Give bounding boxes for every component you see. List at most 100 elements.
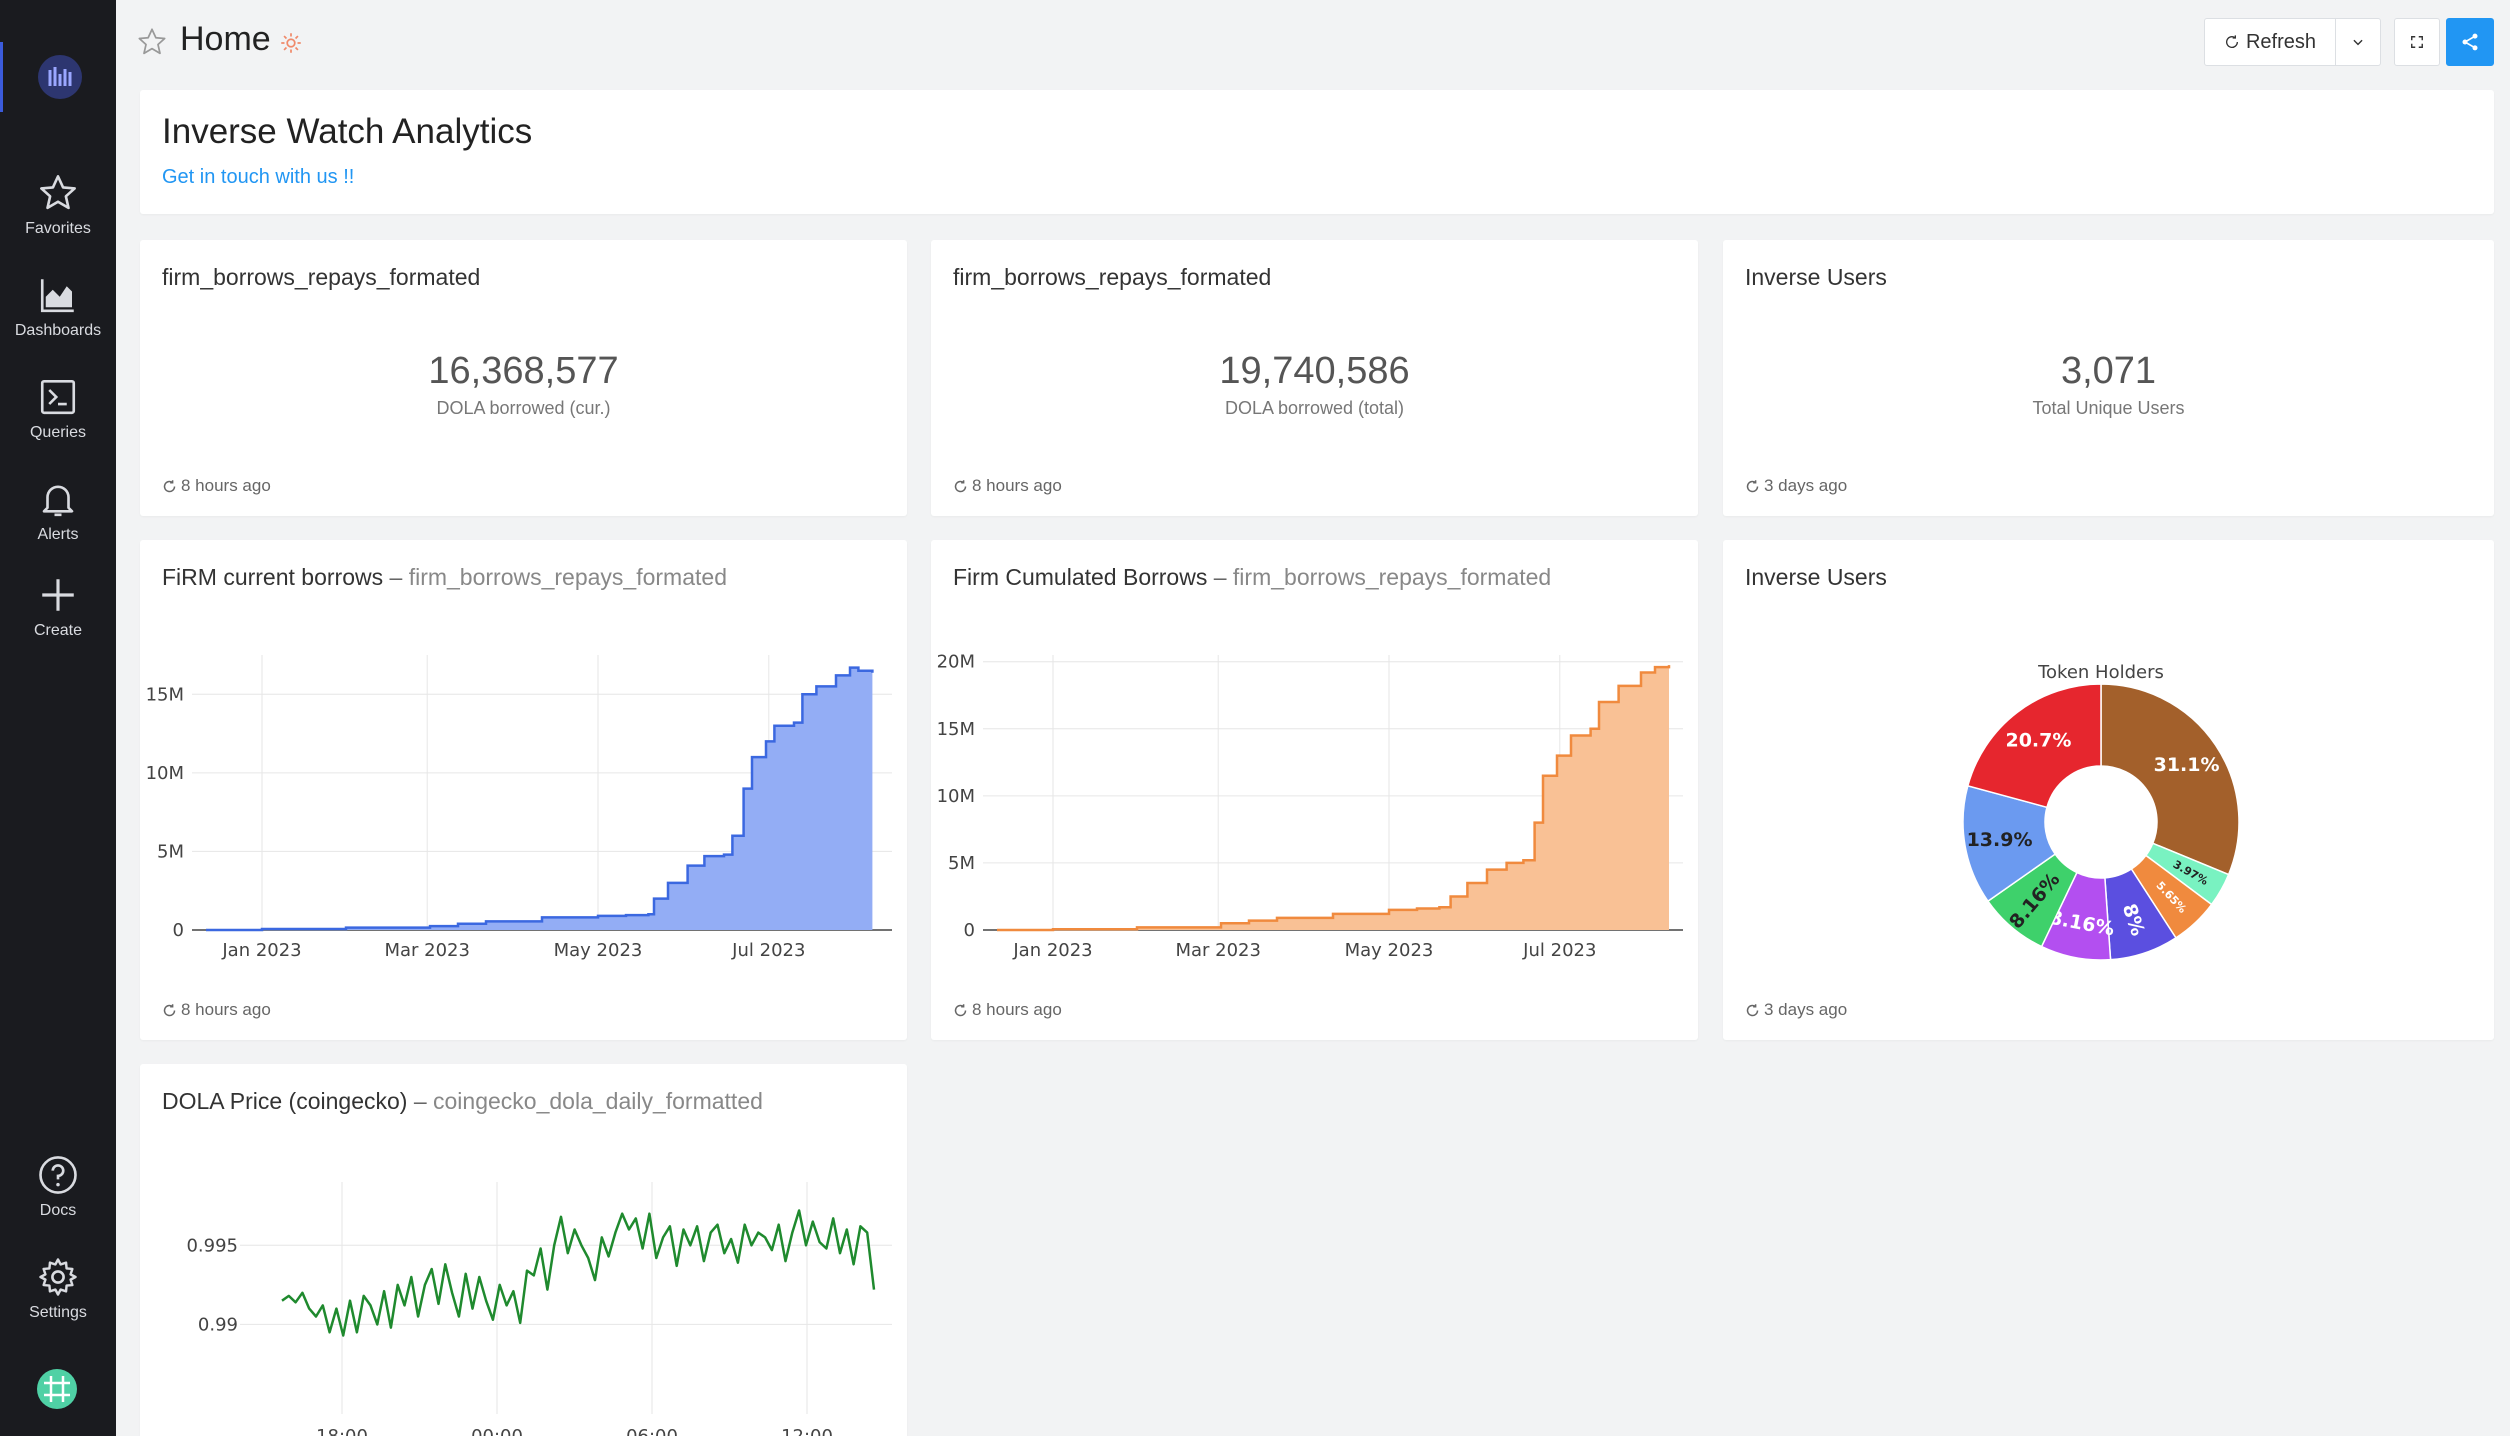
y-tick-label: 15M bbox=[146, 684, 184, 705]
bell-icon bbox=[42, 485, 74, 517]
pie-chart-token-holders[interactable]: Token Holders31.1%3.97%5.65%8%8.16%8.16%… bbox=[1723, 540, 2494, 990]
sidebar-item-favorites[interactable]: Favorites bbox=[0, 172, 116, 262]
updated-time: 3 days ago bbox=[1764, 1000, 1848, 1019]
x-tick-label: Jan 2023 bbox=[1012, 940, 1092, 961]
area-chart-cumulated-borrows[interactable]: Jan 2023 Mar 2023 May 2023 Jul 2023 0 5M 10M 15… bbox=[931, 540, 1698, 990]
x-tick-label: Jan 2023 bbox=[221, 940, 301, 961]
query-name[interactable]: coingecko_dola_daily_formatted bbox=[433, 1088, 763, 1114]
chart-widget-dola-price: DOLA Price (coingecko) – coingecko_dola_… bbox=[140, 1064, 907, 1436]
area-fill bbox=[997, 665, 1669, 930]
chart-widget-current-borrows: FiRM current borrows – firm_borrows_repa… bbox=[140, 540, 907, 1040]
x-tick-label: Mar 2023 bbox=[1175, 940, 1261, 961]
x-tick-label: Jul 2023 bbox=[731, 940, 805, 961]
y-tick-label: 10M bbox=[146, 763, 184, 784]
area-line bbox=[206, 666, 874, 932]
fullscreen-icon bbox=[2411, 36, 2423, 48]
pie-label: 31.1% bbox=[2154, 754, 2220, 776]
area-fill bbox=[206, 667, 873, 930]
widget-footer[interactable]: 8 hours ago bbox=[162, 1000, 271, 1020]
sidebar-item-queries[interactable]: Queries bbox=[0, 376, 116, 466]
updated-time: 8 hours ago bbox=[181, 1000, 271, 1019]
pie-label: 13.9% bbox=[1967, 829, 2033, 851]
updated-time: 8 hours ago bbox=[181, 476, 271, 495]
fullscreen-button[interactable] bbox=[2394, 18, 2440, 66]
sidebar-item-label: Queries bbox=[29, 424, 87, 441]
star-icon bbox=[40, 175, 76, 210]
widget-footer[interactable]: 3 days ago bbox=[1745, 1000, 1847, 1020]
sidebar-item-docs[interactable]: Docs bbox=[0, 1154, 116, 1244]
pie-slice bbox=[1962, 784, 2057, 903]
counter-value: 19,740,586 bbox=[1219, 350, 1410, 392]
refresh-button[interactable]: Refresh bbox=[2204, 18, 2336, 66]
y-tick-label: 10M bbox=[937, 786, 975, 807]
counter-label: DOLA borrowed (total) bbox=[1224, 398, 1405, 418]
intro-title: Inverse Watch Analytics bbox=[162, 112, 533, 151]
widget-title: Inverse Users bbox=[1745, 564, 1887, 590]
contact-link[interactable]: Get in touch with us !! bbox=[162, 166, 355, 188]
terminal-icon bbox=[40, 379, 76, 415]
chart-widget-cumulated-borrows: Firm Cumulated Borrows – firm_borrows_re… bbox=[931, 540, 1698, 1040]
intro-text-widget: Inverse Watch Analytics Get in touch wit… bbox=[140, 90, 2494, 214]
y-tick-label: 0 bbox=[964, 920, 975, 941]
widget-title: Firm Cumulated Borrows – firm_borrows_re… bbox=[953, 564, 1551, 591]
x-tick-label: 18:00 bbox=[316, 1426, 368, 1436]
x-tick-label: May 2023 bbox=[1345, 940, 1434, 961]
user-avatar[interactable] bbox=[36, 1368, 78, 1410]
pie-label: 20.7% bbox=[2005, 730, 2071, 752]
updated-time: 8 hours ago bbox=[972, 476, 1062, 495]
page-title: Home bbox=[180, 20, 271, 58]
star-icon bbox=[138, 28, 166, 55]
counter-widget-current: firm_borrows_repays_formated 16,368,577 … bbox=[140, 240, 907, 516]
refresh-icon bbox=[2226, 35, 2238, 48]
pie-slice bbox=[1966, 683, 2102, 809]
app-logo[interactable] bbox=[0, 42, 116, 112]
widget-footer[interactable]: 8 hours ago bbox=[953, 476, 1062, 496]
title-separator: – bbox=[389, 564, 403, 590]
updated-time: 8 hours ago bbox=[972, 1000, 1062, 1019]
y-tick-label: 20M bbox=[937, 652, 975, 673]
chart-widget-token-holders: Inverse Users Token Holders 31.1% 3.97% 5.6… bbox=[1723, 540, 2494, 1040]
share-button[interactable] bbox=[2446, 18, 2494, 66]
updated-time: 3 days ago bbox=[1764, 476, 1848, 495]
sidebar-item-label: Create bbox=[33, 622, 83, 639]
avatar-icon bbox=[37, 1369, 77, 1409]
refresh-icon bbox=[1746, 479, 1759, 492]
dashboard-settings-icon[interactable] bbox=[278, 30, 304, 56]
sidebar-item-settings[interactable]: Settings bbox=[0, 1256, 116, 1346]
widget-title: FiRM current borrows – firm_borrows_repa… bbox=[162, 564, 727, 591]
help-icon bbox=[39, 1156, 77, 1194]
refresh-schedule-dropdown[interactable] bbox=[2335, 18, 2381, 66]
widget-title: firm_borrows_repays_formated bbox=[162, 264, 481, 290]
widget-footer[interactable]: 8 hours ago bbox=[162, 476, 271, 496]
title-separator: – bbox=[413, 1088, 427, 1114]
y-tick-label: 0.99 bbox=[198, 1314, 238, 1335]
sidebar-item-label: Docs bbox=[39, 1202, 77, 1219]
counter-widget-users: Inverse Users 3,071 Total Unique Users 3… bbox=[1723, 240, 2494, 516]
sidebar-item-label: Settings bbox=[29, 1304, 87, 1321]
plus-icon bbox=[42, 579, 74, 611]
query-name[interactable]: firm_borrows_repays_formated bbox=[1232, 564, 1552, 590]
area-line bbox=[997, 665, 1671, 932]
line-chart-dola-price[interactable]: 18:00Aug 6, 202300:00Aug 7, 202306:0012:… bbox=[140, 1064, 907, 1436]
chart-title: FiRM current borrows bbox=[162, 564, 384, 590]
pie-slice bbox=[2100, 683, 2240, 876]
chevron-down-icon bbox=[2353, 39, 2363, 46]
widget-footer[interactable]: 8 hours ago bbox=[953, 1000, 1062, 1020]
sidebar-item-label: Favorites bbox=[25, 220, 91, 237]
counter-widget-total: firm_borrows_repays_formated 19,740,586 … bbox=[931, 240, 1698, 516]
widget-title: Inverse Users bbox=[1745, 264, 1887, 290]
x-tick-label: 12:00 bbox=[781, 1426, 833, 1436]
query-name[interactable]: firm_borrows_repays_formated bbox=[408, 564, 727, 590]
y-tick-label: 15M bbox=[937, 719, 975, 740]
sidebar-item-create[interactable]: Create bbox=[0, 574, 116, 664]
sidebar-item-dashboards[interactable]: Dashboards bbox=[0, 274, 116, 364]
refresh-label: Refresh bbox=[2245, 30, 2317, 53]
widget-footer[interactable]: 3 days ago bbox=[1745, 476, 1847, 496]
sidebar-item-label: Alerts bbox=[37, 526, 79, 543]
x-tick-label: 00:00 bbox=[471, 1426, 523, 1436]
widget-title: DOLA Price (coingecko) – coingecko_dola_… bbox=[162, 1088, 763, 1115]
sidebar-item-alerts[interactable]: Alerts bbox=[0, 478, 116, 568]
favorite-star-button[interactable] bbox=[136, 26, 168, 58]
area-chart-current-borrows[interactable]: Jan 2023 Mar 2023 May 2023 Jul 2023 0 5M 10M 15… bbox=[140, 540, 907, 990]
x-tick-label: May 2023 bbox=[554, 940, 643, 961]
